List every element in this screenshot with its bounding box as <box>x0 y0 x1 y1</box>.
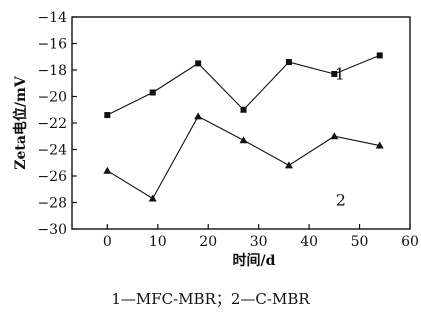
x-tick-label: 0 <box>103 234 112 250</box>
series-1-point <box>104 112 111 119</box>
series-2-point <box>239 136 248 144</box>
y-tick-label: −20 <box>37 90 67 106</box>
series-2-point <box>148 194 157 202</box>
x-tick-label: 20 <box>199 234 217 250</box>
y-tick-label: −28 <box>37 196 67 212</box>
figure-caption: 1—MFC-MBR；2—C-MBR <box>111 290 310 308</box>
series-2-point <box>375 141 384 149</box>
y-axis-title: Zeta电位/mV <box>12 75 29 170</box>
y-tick-label: −18 <box>37 63 67 79</box>
y-tick-label: −30 <box>37 222 67 238</box>
plot-frame <box>71 16 411 230</box>
series-1-label: 1 <box>335 64 345 83</box>
series-layer: 12 <box>103 52 384 210</box>
series-2-point <box>194 112 203 120</box>
y-tick-label: −26 <box>37 169 67 185</box>
y-tick-label: −22 <box>37 116 67 132</box>
series-1-point <box>376 52 383 59</box>
axes: −30 −28 −26 −24 −22 −20 −18 −16 −14 0 10 20 30 40 50 60 <box>37 10 418 250</box>
series-1-point <box>240 106 247 113</box>
y-tick-label: −14 <box>37 10 67 26</box>
series-1-point <box>285 59 292 66</box>
series-2-point <box>103 166 112 174</box>
series-2-label: 2 <box>336 191 346 210</box>
y-tick-label: −24 <box>37 143 67 159</box>
series-2-point <box>284 161 293 169</box>
x-tick-label: 60 <box>401 234 419 250</box>
zeta-potential-chart: −30 −28 −26 −24 −22 −20 −18 −16 −14 0 10 20 30 40 50 60… <box>12 10 419 269</box>
series-1-point <box>149 89 156 96</box>
x-tick-label: 30 <box>250 234 268 250</box>
y-tick-label: −16 <box>37 37 67 53</box>
series-1-point <box>331 70 338 77</box>
x-tick-label: 40 <box>300 234 318 250</box>
series-2-point <box>330 132 339 140</box>
series-2-line <box>107 115 380 200</box>
x-tick-label: 50 <box>351 234 369 250</box>
x-tick-label: 10 <box>149 234 167 250</box>
series-1-point <box>195 60 202 67</box>
x-axis-title: 时间/d <box>233 252 276 269</box>
